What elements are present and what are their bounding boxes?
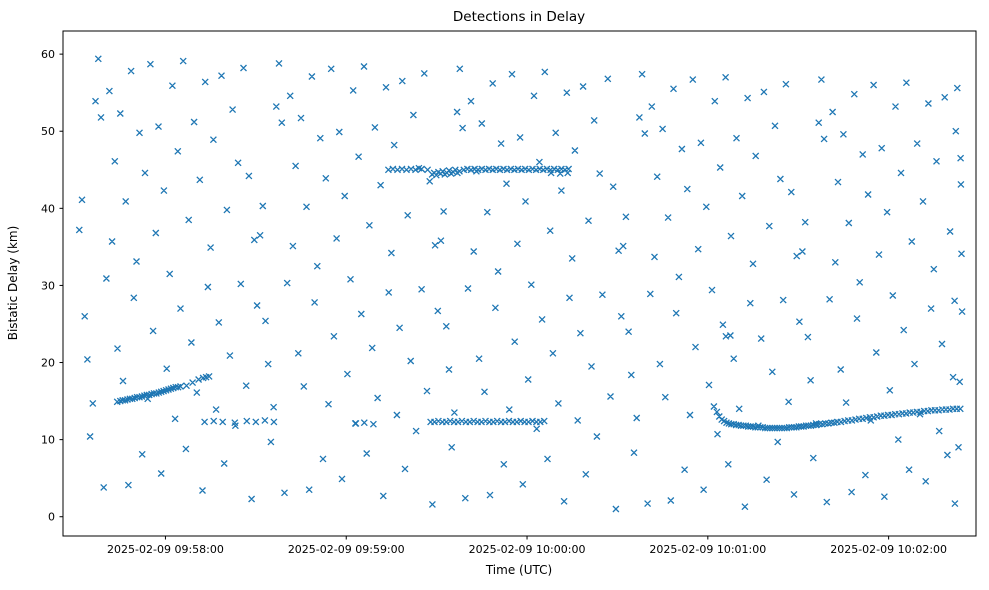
x-tick-label: 2025-02-09 09:58:00 xyxy=(107,543,224,556)
chart-title: Detections in Delay xyxy=(453,9,585,25)
y-tick-label: 30 xyxy=(41,279,55,292)
y-tick-label: 0 xyxy=(48,511,55,524)
y-axis-label: Bistatic Delay (km) xyxy=(6,226,20,341)
y-tick-label: 40 xyxy=(41,202,55,215)
x-tick-label: 2025-02-09 10:02:00 xyxy=(830,543,947,556)
x-tick-label: 2025-02-09 10:00:00 xyxy=(469,543,586,556)
plot-area xyxy=(63,31,976,536)
y-tick-label: 10 xyxy=(41,434,55,447)
y-axis-ticks: 0 10 20 30 40 50 60 xyxy=(41,48,63,524)
y-tick-label: 50 xyxy=(41,125,55,138)
x-tick-label: 2025-02-09 10:01:00 xyxy=(649,543,766,556)
axes-border xyxy=(62,30,977,537)
x-axis-ticks: 2025-02-09 09:58:00 2025-02-09 09:59:00 20… xyxy=(107,536,947,556)
x-axis-label: Time (UTC) xyxy=(485,563,552,577)
y-tick-label: 60 xyxy=(41,48,55,61)
x-tick-label: 2025-02-09 09:59:00 xyxy=(288,543,405,556)
y-tick-label: 20 xyxy=(41,357,55,370)
data-points xyxy=(75,55,966,513)
